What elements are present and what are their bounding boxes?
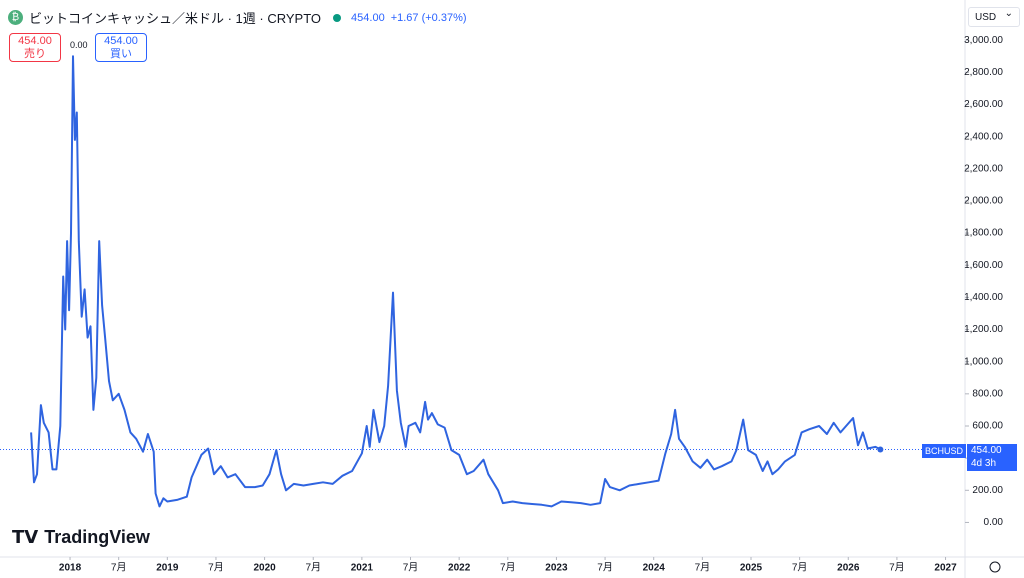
y-tick-label: 2,200.00 [964, 163, 1003, 174]
header-price: 454.00 [351, 11, 385, 24]
x-tick-label: 7月 [792, 562, 808, 574]
last-price-dot [877, 446, 884, 453]
y-tick-label: 800.00 [972, 388, 1003, 399]
price-label-countdown: 4d 3h [971, 458, 997, 469]
x-tick-label: 7月 [597, 562, 613, 574]
logo: 𝗧𝗩 TradingView [12, 527, 150, 548]
x-tick-label: 2018 [59, 563, 82, 574]
symbol-title: ビットコインキャッシュ／米ドル · 1週 · CRYPTO [29, 11, 322, 26]
x-tick-label: 7月 [889, 562, 905, 574]
buy-button[interactable]: 454.00 買い [95, 33, 147, 62]
symbol-header: ₿ ビットコインキャッシュ／米ドル · 1週 · CRYPTO 454.00 +… [8, 8, 467, 27]
logo-mark: 𝗧𝗩 [12, 527, 39, 547]
settings-circle[interactable] [989, 561, 1001, 573]
x-tick-label: 7月 [500, 562, 516, 574]
y-tick-label: 2,800.00 [964, 67, 1003, 78]
y-tick-label: 2,000.00 [964, 196, 1003, 207]
x-tick-label: 2021 [351, 563, 374, 574]
x-tick-label: 7月 [695, 562, 711, 574]
sell-button[interactable]: 454.00 売り [9, 33, 61, 62]
status-dot [333, 13, 342, 22]
x-tick-label: 2023 [545, 563, 568, 574]
header-change: +1.67 (+0.37%) [390, 11, 467, 24]
coin-icon: ₿ [8, 10, 23, 25]
price-label: 454.00 4d 3h [967, 444, 1017, 471]
y-tick-label: 1,600.00 [964, 260, 1003, 271]
x-tick-label: 2024 [643, 563, 666, 574]
logo-text: TradingView [44, 527, 150, 547]
buy-price[interactable]: 454.00 [104, 35, 138, 47]
price-label-price: 454.00 [971, 445, 1002, 456]
x-tick-label: 2027 [934, 563, 957, 574]
spread: 0.00 [70, 40, 88, 50]
price-line [30, 55, 881, 508]
settings-icon[interactable] [989, 561, 1001, 573]
x-tick-label: 2025 [740, 563, 763, 574]
x-tick-label: 2020 [253, 563, 276, 574]
y-tick-label: 2,400.00 [964, 131, 1003, 142]
sell-label[interactable]: 売り [24, 48, 46, 60]
y-tick-label: 1,200.00 [964, 324, 1003, 335]
y-tick-label: 1,800.00 [964, 228, 1003, 239]
currency-select[interactable]: USD [968, 4, 1020, 27]
x-tick-label: 2022 [448, 563, 471, 574]
x-tick-label: 7月 [111, 562, 127, 574]
buy-label[interactable]: 買い [110, 48, 132, 60]
x-tick-label: 2019 [156, 563, 179, 574]
y-tick-label: 1,000.00 [964, 356, 1003, 367]
sell-price[interactable]: 454.00 [18, 35, 52, 47]
y-tick-label: 600.00 [972, 421, 1003, 432]
y-tick-label: 3,000.00 [964, 35, 1003, 46]
y-tick-label: 0.00 [984, 517, 1004, 528]
x-tick-label: 7月 [403, 562, 419, 574]
x-tick-label: 7月 [305, 562, 321, 574]
x-tick-label: 7月 [208, 562, 224, 574]
y-tick-label: 200.00 [972, 485, 1003, 496]
y-tick-label: 1,400.00 [964, 292, 1003, 303]
y-tick-label: 2,600.00 [964, 99, 1003, 110]
x-tick-label: 2026 [837, 563, 860, 574]
symbol-label: BCHUSD [922, 444, 966, 458]
